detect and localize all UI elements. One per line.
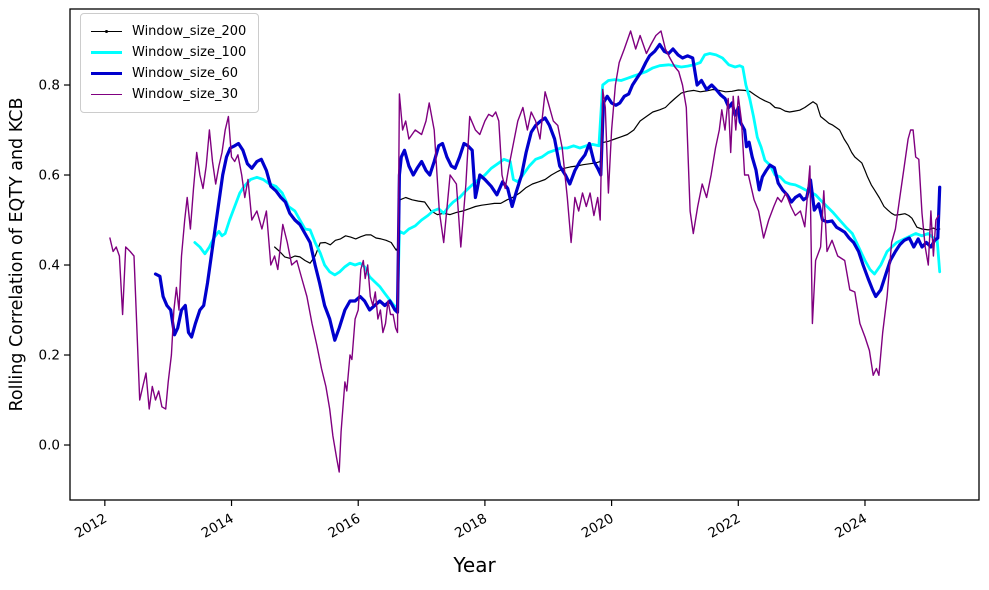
legend-box: Window_size_200 Window_size_100 Window_s…: [80, 13, 260, 113]
legend-item: Window_size_30: [91, 84, 246, 105]
x-tick-label: 2024: [832, 511, 870, 542]
series-line-window_size_200: [274, 88, 941, 264]
y-tick-label: 0.6: [39, 168, 60, 184]
x-tick-label: 2022: [706, 511, 744, 542]
legend-item: Window_size_60: [91, 63, 246, 84]
x-tick-label: 2018: [452, 511, 490, 542]
series-line-window_size_100: [193, 52, 942, 310]
x-tick-label: 2012: [72, 511, 110, 542]
legend-item-label: Window_size_30: [132, 87, 239, 102]
legend-line-sample: [91, 30, 122, 33]
x-tick-label: 2020: [579, 511, 617, 542]
x-axis-title: Year: [452, 553, 496, 577]
y-tick-label: 0.0: [39, 438, 60, 454]
legend-item-label: Window_size_60: [132, 66, 239, 81]
legend-line-sample: [91, 93, 122, 96]
y-tick-label: 0.8: [39, 78, 60, 94]
x-tick-label: 2016: [325, 511, 363, 542]
y-tick-label: 0.4: [39, 258, 60, 274]
series-line-window_size_60: [153, 42, 942, 342]
legend-item: Window_size_100: [91, 42, 246, 63]
legend-item: Window_size_200: [91, 21, 246, 42]
x-tick-label: 2014: [199, 511, 237, 542]
legend-line-sample: [91, 51, 122, 54]
legend-line-sample: [91, 71, 122, 76]
y-tick-label: 0.2: [39, 348, 60, 364]
y-axis-title: Rolling Correlation of EQTY and KCB: [7, 98, 27, 412]
legend-item-label: Window_size_100: [132, 45, 247, 60]
series-line-window_size_30: [109, 30, 940, 473]
legend-marker-dot: [105, 30, 108, 33]
legend-item-label: Window_size_200: [132, 24, 247, 39]
plot-frame: [69, 8, 980, 501]
